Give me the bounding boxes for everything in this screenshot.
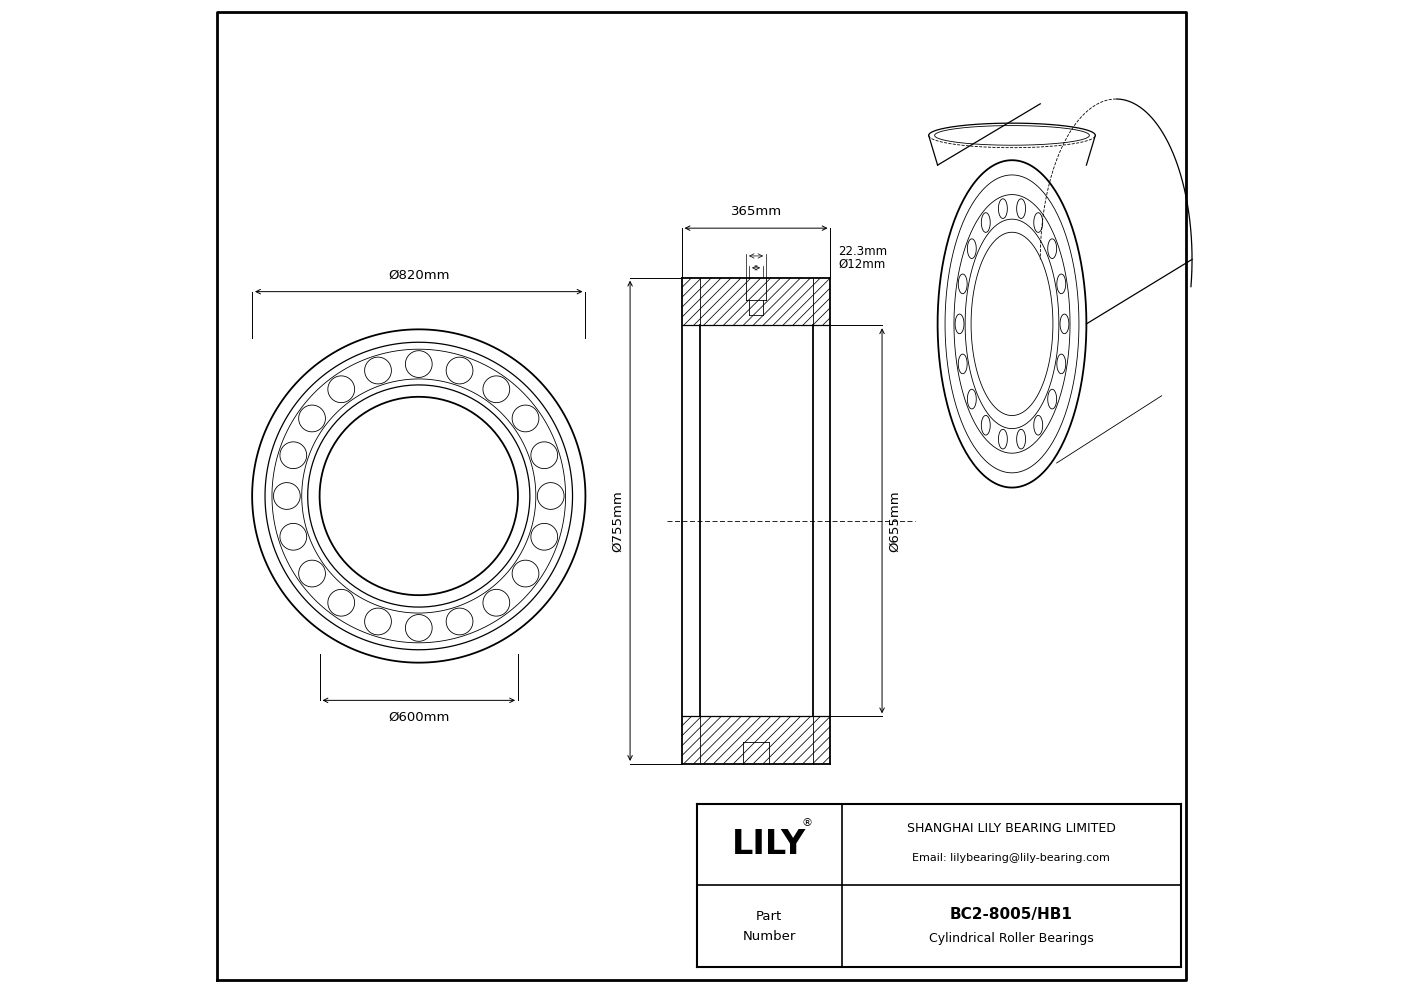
Text: 365mm: 365mm [731, 205, 781, 218]
Text: LILY: LILY [732, 828, 807, 861]
Text: SHANGHAI LILY BEARING LIMITED: SHANGHAI LILY BEARING LIMITED [906, 822, 1115, 835]
Text: Ø655mm: Ø655mm [888, 490, 902, 552]
Text: Ø12mm: Ø12mm [839, 257, 885, 271]
Text: 22.3mm: 22.3mm [839, 245, 888, 259]
Text: Ø600mm: Ø600mm [389, 710, 449, 723]
Text: Email: lilybearing@lily-bearing.com: Email: lilybearing@lily-bearing.com [912, 853, 1110, 863]
Text: Ø820mm: Ø820mm [389, 269, 449, 282]
Text: ®: ® [801, 817, 812, 827]
Text: Cylindrical Roller Bearings: Cylindrical Roller Bearings [929, 931, 1093, 944]
Text: Ø755mm: Ø755mm [610, 490, 624, 552]
Text: Part: Part [756, 910, 783, 923]
Text: BC2-8005/HB1: BC2-8005/HB1 [950, 907, 1073, 922]
Text: Number: Number [742, 930, 796, 942]
